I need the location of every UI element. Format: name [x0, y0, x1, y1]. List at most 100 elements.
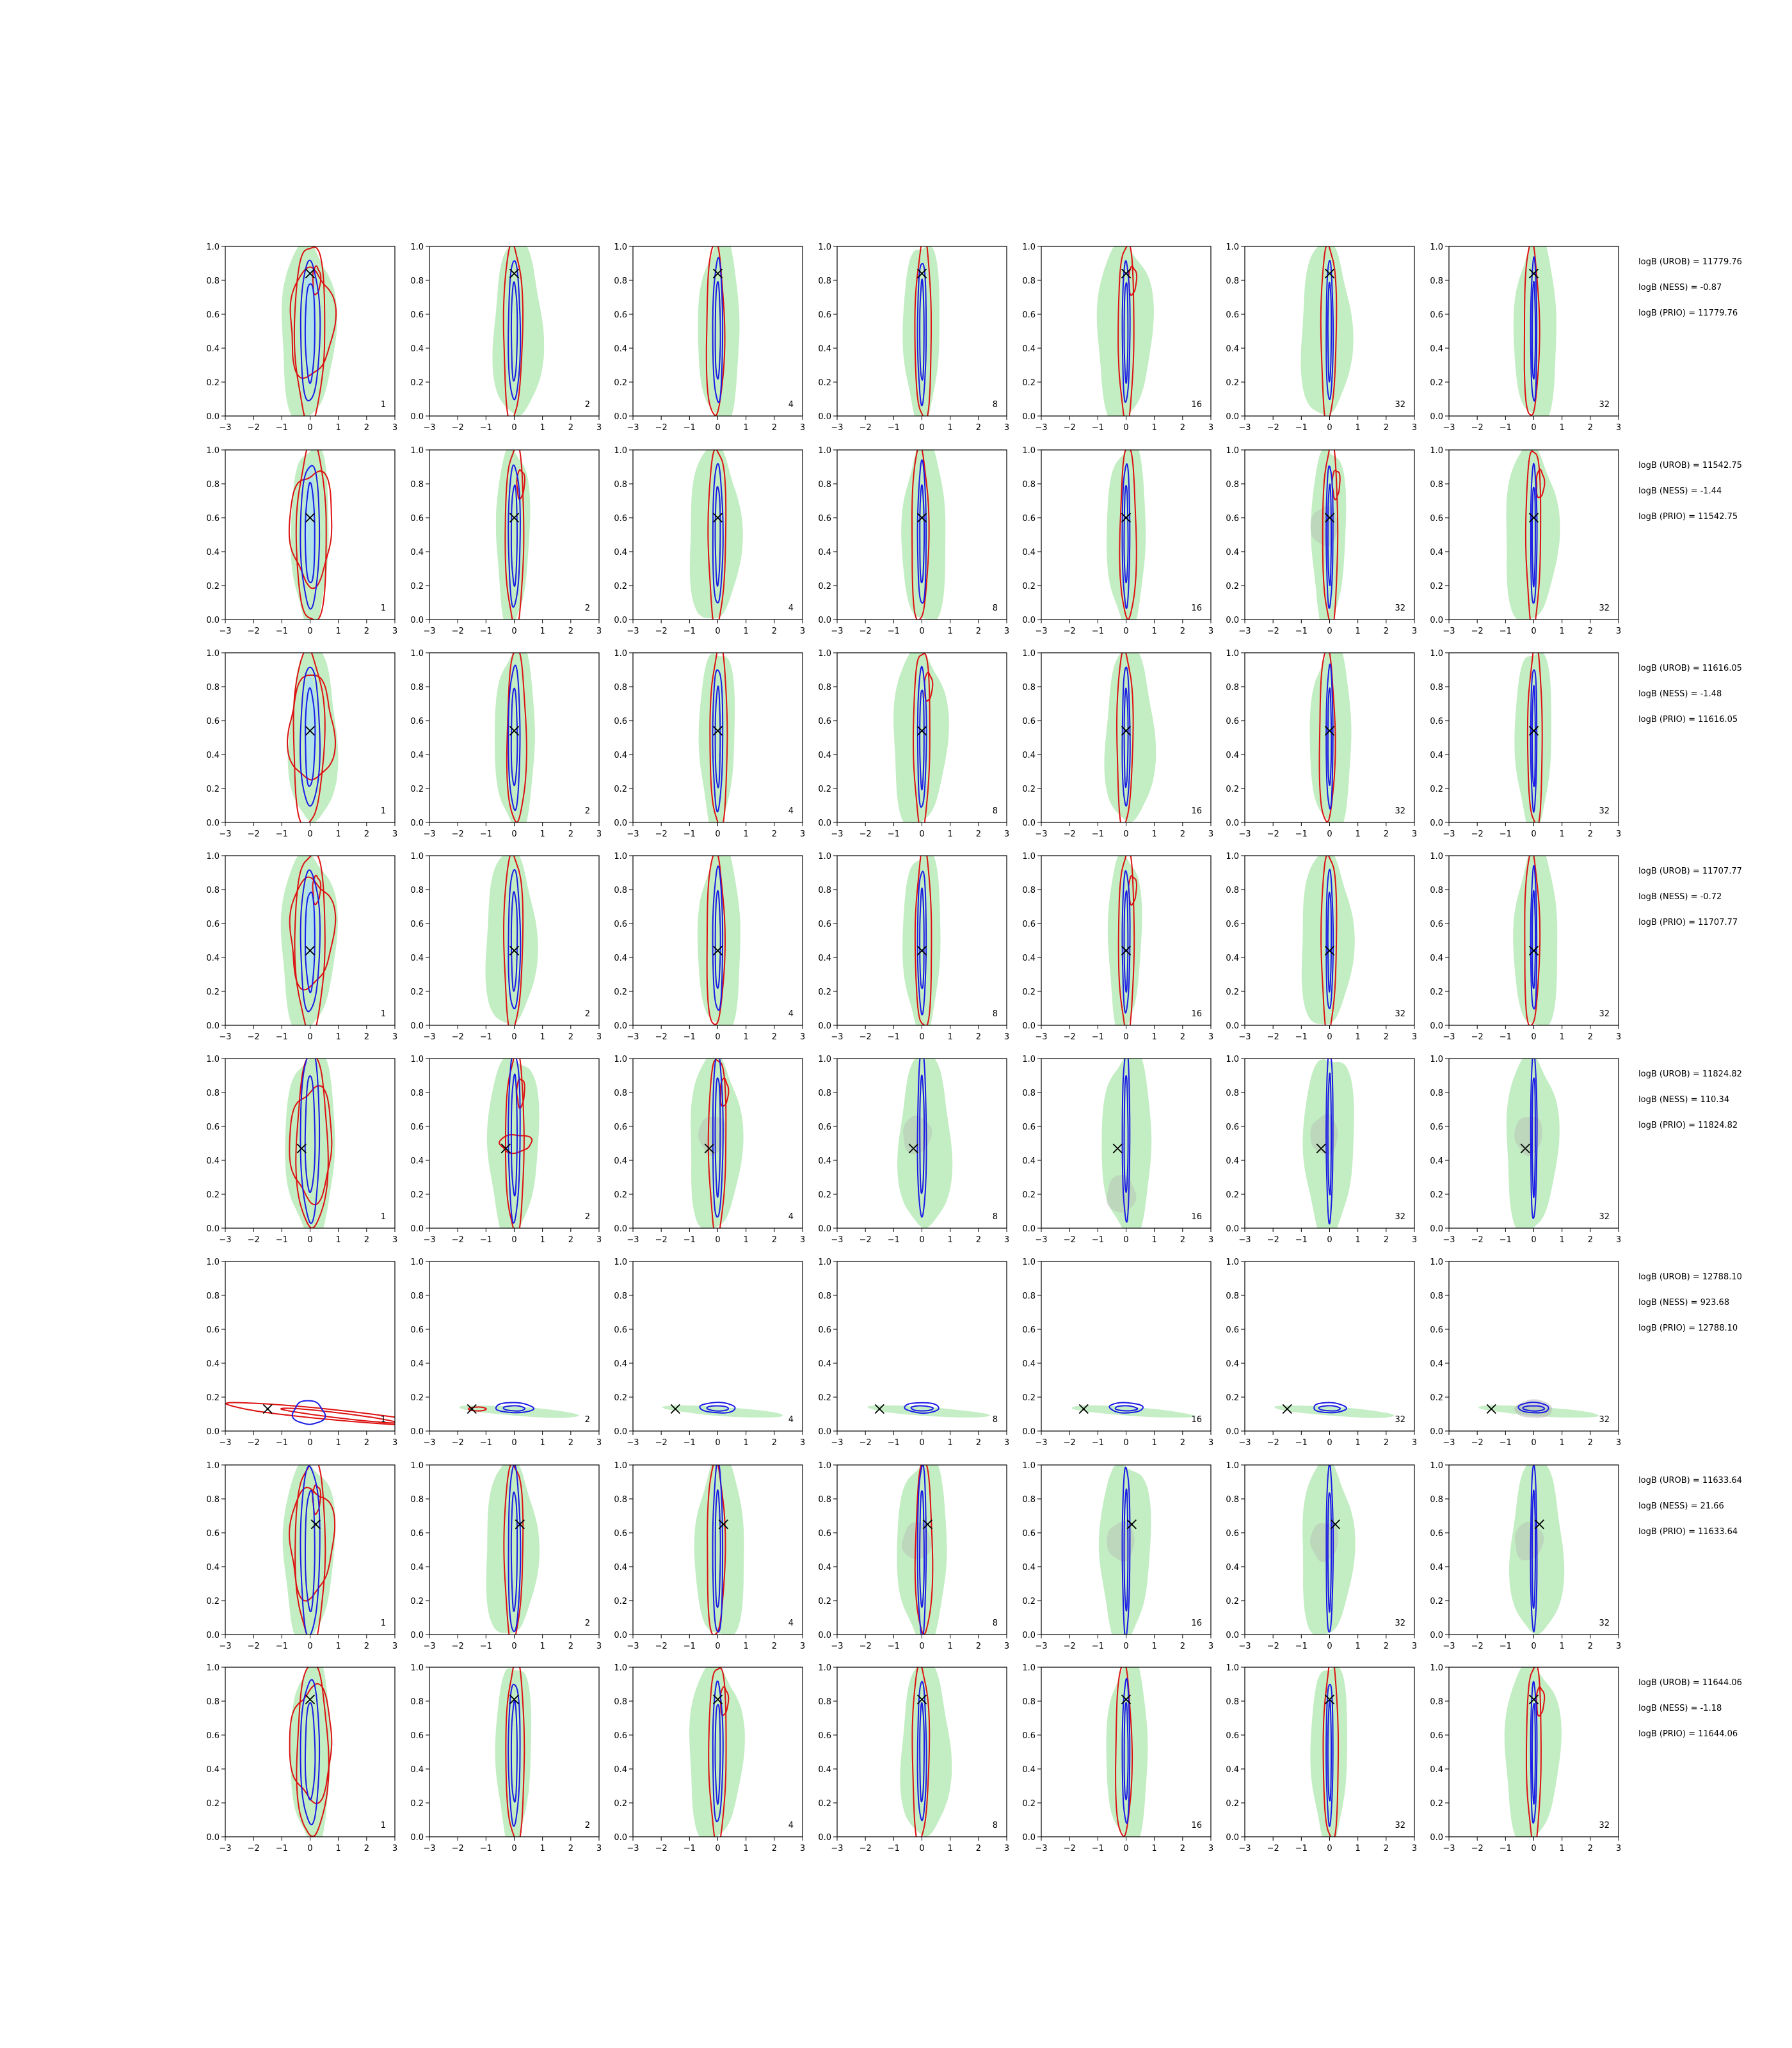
- x-tick-label: −2: [860, 1438, 872, 1448]
- plot-area: [694, 1465, 744, 1635]
- x-tick-label: −1: [888, 627, 900, 636]
- x-tick-label: −3: [1238, 1032, 1251, 1042]
- x-tick-label: −3: [1443, 1844, 1455, 1853]
- y-tick-label: 0.4: [614, 751, 627, 760]
- x-tick-label: 0: [511, 1438, 516, 1448]
- y-tick-label: 0.0: [1430, 1021, 1443, 1031]
- truth-marker: [262, 1404, 273, 1414]
- panel-label: 32: [1599, 1821, 1610, 1830]
- x-tick-label: −1: [888, 1235, 900, 1245]
- x-tick-label: −2: [1267, 1235, 1279, 1245]
- y-tick-label: 0.0: [614, 1021, 627, 1031]
- x-tick-label: −1: [480, 1438, 492, 1448]
- y-tick-label: 0.2: [206, 785, 220, 794]
- y-tick-label: 0.0: [1022, 1427, 1036, 1437]
- x-tick-label: 2: [976, 1438, 981, 1448]
- x-tick-label: 0: [511, 627, 516, 636]
- blue-contour: [714, 1704, 721, 1805]
- red-contour: [707, 1059, 727, 1228]
- y-tick-label: 0.0: [206, 1427, 220, 1437]
- x-tick-label: 0: [1531, 627, 1536, 636]
- x-tick-label: −2: [860, 1844, 872, 1853]
- red-contour: [706, 856, 726, 1025]
- x-tick-label: 2: [568, 627, 573, 636]
- x-tick-label: −3: [831, 1438, 843, 1448]
- y-tick-label: 0.4: [1226, 548, 1239, 557]
- y-tick-label: 0.6: [410, 717, 424, 726]
- y-tick-label: 0.2: [206, 582, 220, 591]
- blue-contour: [1530, 1681, 1538, 1824]
- y-tick-label: 1.0: [1226, 649, 1239, 659]
- blue-contour: [919, 484, 925, 584]
- x-tick-label: 1: [744, 627, 749, 636]
- y-tick-label: 0.2: [1430, 378, 1443, 388]
- x-tick-label: −3: [627, 1032, 639, 1042]
- x-tick-label: 2: [772, 423, 777, 433]
- y-tick-label: 0.8: [818, 683, 831, 692]
- y-tick-label: 0.2: [614, 1190, 627, 1200]
- green-density: [1107, 450, 1146, 620]
- plot-area: [485, 856, 538, 1025]
- red-contour: [1535, 468, 1546, 499]
- x-tick-label: 3: [1616, 1438, 1621, 1448]
- truth-marker: [509, 268, 520, 279]
- truth-marker: [712, 1694, 723, 1704]
- plot-area: [495, 653, 535, 822]
- y-tick-label: 0.0: [1430, 1427, 1443, 1437]
- panel-label: 2: [585, 1619, 590, 1628]
- panel-label: 16: [1191, 1212, 1202, 1222]
- plot-area: [1107, 856, 1142, 1025]
- logb-annotation: logB (NESS) = -1.44: [1638, 486, 1722, 496]
- blue-contour: [510, 687, 518, 787]
- blue-contour: [508, 1059, 521, 1224]
- y-tick-label: 0.0: [1022, 1224, 1036, 1234]
- red-contour: [1320, 856, 1338, 1025]
- x-tick-label: −3: [1035, 1438, 1047, 1448]
- blue-contour: [1123, 687, 1129, 788]
- x-tick-label: 0: [1327, 1438, 1332, 1448]
- red-contour: [499, 1133, 533, 1155]
- y-tick-label: 0.2: [1226, 582, 1239, 591]
- x-tick-label: −2: [860, 1235, 872, 1245]
- x-tick-label: 0: [1123, 423, 1128, 433]
- x-tick-label: −3: [831, 1844, 843, 1853]
- truth-marker: [916, 513, 927, 523]
- panel-label: 2: [585, 1009, 590, 1019]
- x-tick-label: −1: [1092, 829, 1104, 839]
- y-tick-label: 0.0: [818, 1631, 831, 1640]
- panel-r3-c3: −3 −2 −1 0 1 2 3 0.0 0.2 0.4 0.6 0.8 1.0 4: [614, 649, 805, 839]
- y-tick-label: 0.8: [1430, 683, 1443, 692]
- y-tick-label: 0.0: [1022, 1021, 1036, 1031]
- panel-r6-c3: −3 −2 −1 0 1 2 3 0.0 0.2 0.4 0.6 0.8 1.0 4: [614, 1258, 805, 1448]
- x-tick-label: 3: [596, 829, 602, 839]
- y-tick-label: 0.8: [410, 1089, 424, 1098]
- y-tick-label: 1.0: [1022, 1055, 1036, 1064]
- red-contour: [286, 674, 337, 781]
- panel-label: 8: [993, 604, 998, 613]
- y-tick-label: 0.0: [818, 819, 831, 828]
- y-tick-label: 0.8: [1226, 1697, 1239, 1707]
- plot-area: [289, 1667, 333, 1837]
- x-tick-label: 0: [715, 1235, 720, 1245]
- x-tick-label: 1: [540, 627, 545, 636]
- truth-marker: [718, 1519, 728, 1530]
- panel-r2-c7: −3 −2 −1 0 1 2 3 0.0 0.2 0.4 0.6 0.8 1.0 32: [1430, 446, 1621, 636]
- x-tick-label: 2: [1180, 627, 1185, 636]
- x-tick-label: 0: [511, 1642, 516, 1651]
- blue-contour: [1121, 1677, 1131, 1825]
- blue-contour: [919, 278, 925, 381]
- red-contour: [914, 246, 932, 416]
- x-tick-label: 2: [772, 1438, 777, 1448]
- green-density: [1274, 1405, 1395, 1418]
- x-tick-label: 2: [1384, 1438, 1389, 1448]
- y-tick-label: 0.6: [1022, 1731, 1036, 1741]
- y-tick-label: 0.0: [1022, 412, 1036, 422]
- x-tick-label: −2: [655, 1642, 668, 1651]
- blue-contour: [304, 1702, 316, 1801]
- panel-label: 1: [381, 1415, 386, 1425]
- panel-r6-c5: −3 −2 −1 0 1 2 3 0.0 0.2 0.4 0.6 0.8 1.0 16: [1022, 1258, 1213, 1448]
- x-tick-label: 1: [744, 1235, 749, 1245]
- x-tick-label: −2: [1267, 829, 1279, 839]
- y-tick-label: 0.2: [206, 1393, 220, 1403]
- x-tick-label: 3: [596, 1844, 602, 1853]
